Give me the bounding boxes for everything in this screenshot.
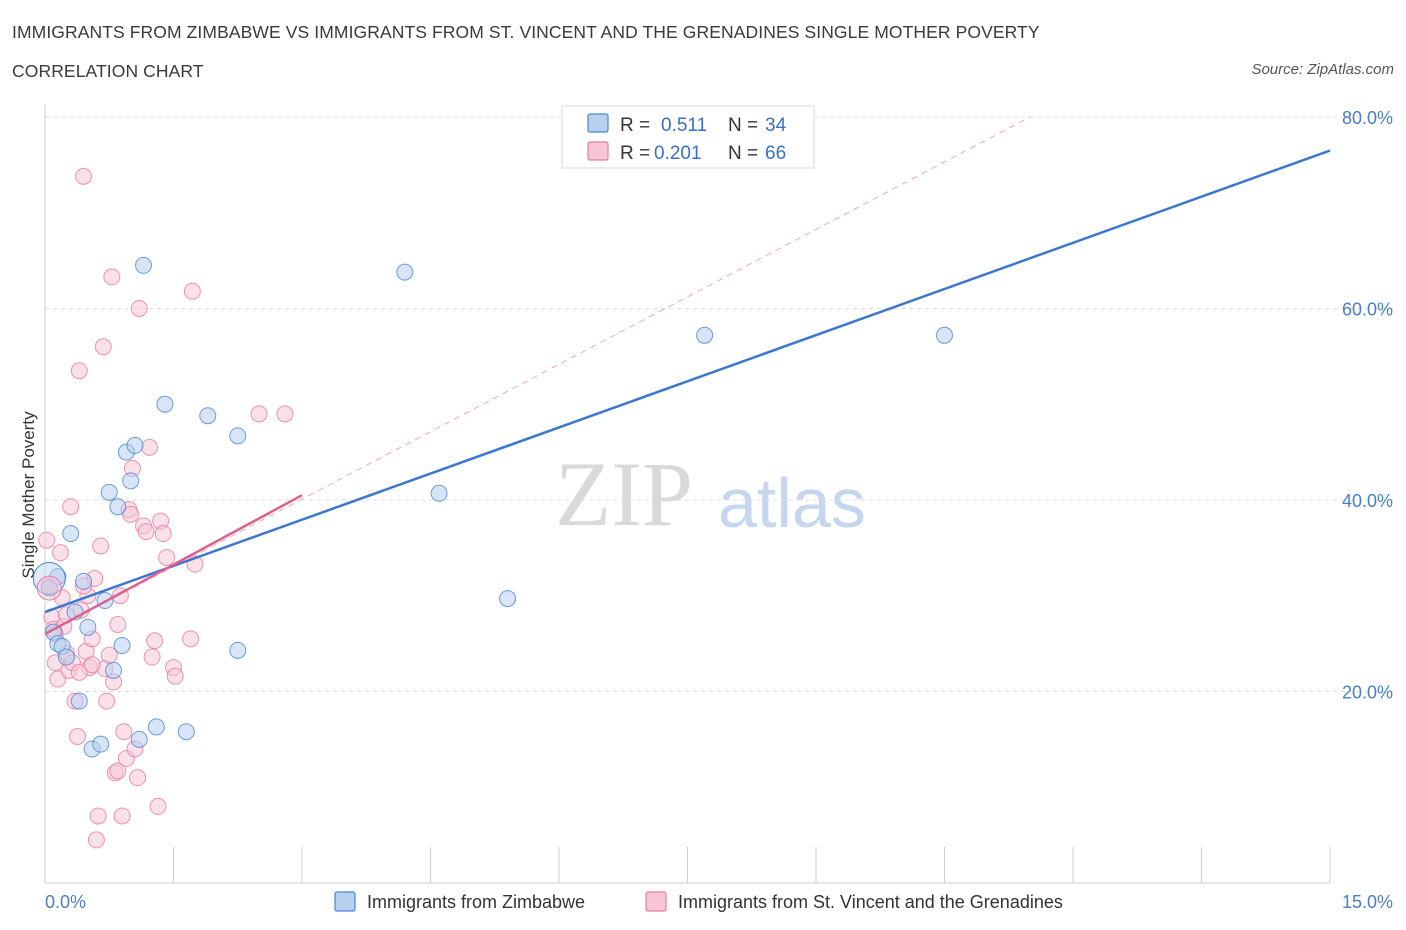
point-st-vincent bbox=[69, 728, 87, 746]
series-legend: Immigrants from Zimbabwe Immigrants from… bbox=[334, 891, 1063, 912]
point-zimbabwe bbox=[79, 618, 97, 636]
watermark-zip: ZIP bbox=[555, 443, 693, 545]
y-tick-label: 40.0% bbox=[1342, 491, 1393, 511]
point-st-vincent bbox=[38, 531, 56, 549]
data-points bbox=[32, 167, 953, 849]
watermark-atlas: atlas bbox=[718, 464, 866, 542]
stats-legend-r-label-2: R = bbox=[620, 143, 650, 164]
point-st-vincent bbox=[183, 282, 201, 300]
point-zimbabwe bbox=[40, 579, 58, 597]
point-zimbabwe bbox=[122, 472, 140, 490]
source-label: Source: ZipAtlas.com bbox=[1251, 61, 1394, 78]
point-st-vincent bbox=[49, 670, 67, 688]
point-zimbabwe bbox=[156, 395, 174, 413]
point-zimbabwe bbox=[62, 525, 80, 543]
point-st-vincent bbox=[70, 362, 88, 380]
point-st-vincent bbox=[122, 505, 140, 523]
trend-lines bbox=[44, 116, 1331, 636]
point-zimbabwe bbox=[105, 661, 123, 679]
point-zimbabwe bbox=[696, 326, 714, 344]
point-st-vincent bbox=[149, 797, 167, 815]
point-zimbabwe bbox=[199, 407, 217, 425]
tick-labels: 20.0% 40.0% 60.0% 80.0% 0.0% 15.0% bbox=[45, 108, 1393, 912]
point-zimbabwe bbox=[229, 641, 247, 659]
point-st-vincent bbox=[130, 300, 148, 317]
point-st-vincent bbox=[158, 548, 176, 566]
chart-title-line-1: IMMIGRANTS FROM ZIMBABWE VS IMMIGRANTS F… bbox=[12, 22, 1040, 42]
point-zimbabwe bbox=[499, 590, 517, 608]
point-zimbabwe bbox=[147, 718, 165, 736]
point-zimbabwe bbox=[75, 572, 93, 590]
point-st-vincent bbox=[98, 692, 116, 710]
point-st-vincent bbox=[166, 667, 184, 685]
stats-legend-r-value-2: 0.201 bbox=[654, 143, 702, 164]
series-legend-swatch-zimbabwe bbox=[334, 891, 356, 912]
point-zimbabwe bbox=[92, 735, 110, 753]
point-st-vincent-cluster bbox=[36, 575, 62, 601]
point-st-vincent bbox=[51, 544, 69, 562]
point-zimbabwe bbox=[100, 483, 118, 501]
series-legend-swatch-st-vincent bbox=[645, 891, 667, 912]
series-legend-label-st-vincent: Immigrants from St. Vincent and the Gren… bbox=[678, 892, 1063, 912]
point-zimbabwe bbox=[70, 692, 88, 710]
x-tick-label: 0.0% bbox=[45, 892, 86, 912]
y-axis-label: Single Mother Poverty bbox=[19, 411, 38, 579]
stats-legend-r-label-1: R = bbox=[620, 115, 650, 136]
series-legend-label-zimbabwe: Immigrants from Zimbabwe bbox=[367, 892, 585, 912]
y-tick-label: 20.0% bbox=[1342, 683, 1393, 703]
y-tick-label: 80.0% bbox=[1342, 108, 1393, 128]
stats-legend-n-label-2: N = bbox=[728, 143, 758, 164]
point-st-vincent bbox=[62, 498, 80, 516]
stats-legend-swatch-pink bbox=[587, 141, 609, 161]
point-st-vincent bbox=[154, 525, 172, 543]
point-zimbabwe bbox=[229, 427, 247, 445]
gridlines bbox=[45, 116, 1395, 692]
trend-line-st-vincent-extended bbox=[44, 116, 1031, 635]
point-st-vincent bbox=[182, 630, 200, 648]
point-st-vincent bbox=[70, 663, 88, 681]
stats-legend-n-value-1: 34 bbox=[765, 115, 787, 136]
point-zimbabwe-cluster bbox=[32, 562, 66, 596]
point-st-vincent bbox=[141, 438, 159, 456]
y-tick-label: 60.0% bbox=[1342, 300, 1393, 320]
trend-line-zimbabwe bbox=[44, 149, 1331, 614]
point-st-vincent bbox=[103, 268, 121, 286]
point-st-vincent bbox=[94, 338, 112, 356]
point-zimbabwe bbox=[177, 723, 195, 741]
point-st-vincent bbox=[83, 656, 101, 674]
stats-legend-r-value-1: 0.511 bbox=[661, 115, 707, 136]
point-zimbabwe bbox=[936, 326, 953, 344]
point-st-vincent bbox=[250, 405, 268, 423]
point-zimbabwe bbox=[135, 256, 153, 274]
point-st-vincent bbox=[109, 762, 127, 780]
stats-legend: R = 0.511 N = 34 R = 0.201 N = 66 bbox=[561, 105, 815, 169]
x-tick-label: 15.0% bbox=[1342, 892, 1393, 912]
point-zimbabwe bbox=[130, 730, 148, 748]
stats-legend-n-label-1: N = bbox=[728, 115, 758, 136]
trend-line-st-vincent bbox=[44, 494, 303, 636]
point-st-vincent bbox=[92, 537, 110, 555]
chart-title-line-2: CORRELATION CHART bbox=[12, 61, 204, 81]
point-zimbabwe bbox=[126, 436, 144, 454]
point-st-vincent bbox=[115, 723, 133, 741]
point-st-vincent bbox=[113, 807, 131, 825]
axes bbox=[44, 105, 1331, 884]
point-st-vincent bbox=[87, 831, 105, 849]
point-st-vincent bbox=[143, 648, 161, 666]
point-st-vincent bbox=[89, 807, 107, 825]
point-st-vincent bbox=[129, 769, 147, 787]
stats-legend-n-value-2: 66 bbox=[765, 143, 786, 164]
point-zimbabwe bbox=[430, 484, 448, 502]
point-st-vincent bbox=[137, 523, 155, 541]
point-zimbabwe bbox=[57, 648, 75, 666]
point-st-vincent bbox=[146, 632, 164, 650]
stats-legend-swatch-blue bbox=[587, 113, 609, 133]
point-zimbabwe bbox=[113, 637, 131, 655]
point-st-vincent bbox=[75, 167, 93, 185]
point-zimbabwe bbox=[109, 498, 127, 516]
point-st-vincent bbox=[276, 405, 294, 423]
point-zimbabwe bbox=[396, 263, 414, 281]
point-st-vincent bbox=[109, 615, 127, 633]
